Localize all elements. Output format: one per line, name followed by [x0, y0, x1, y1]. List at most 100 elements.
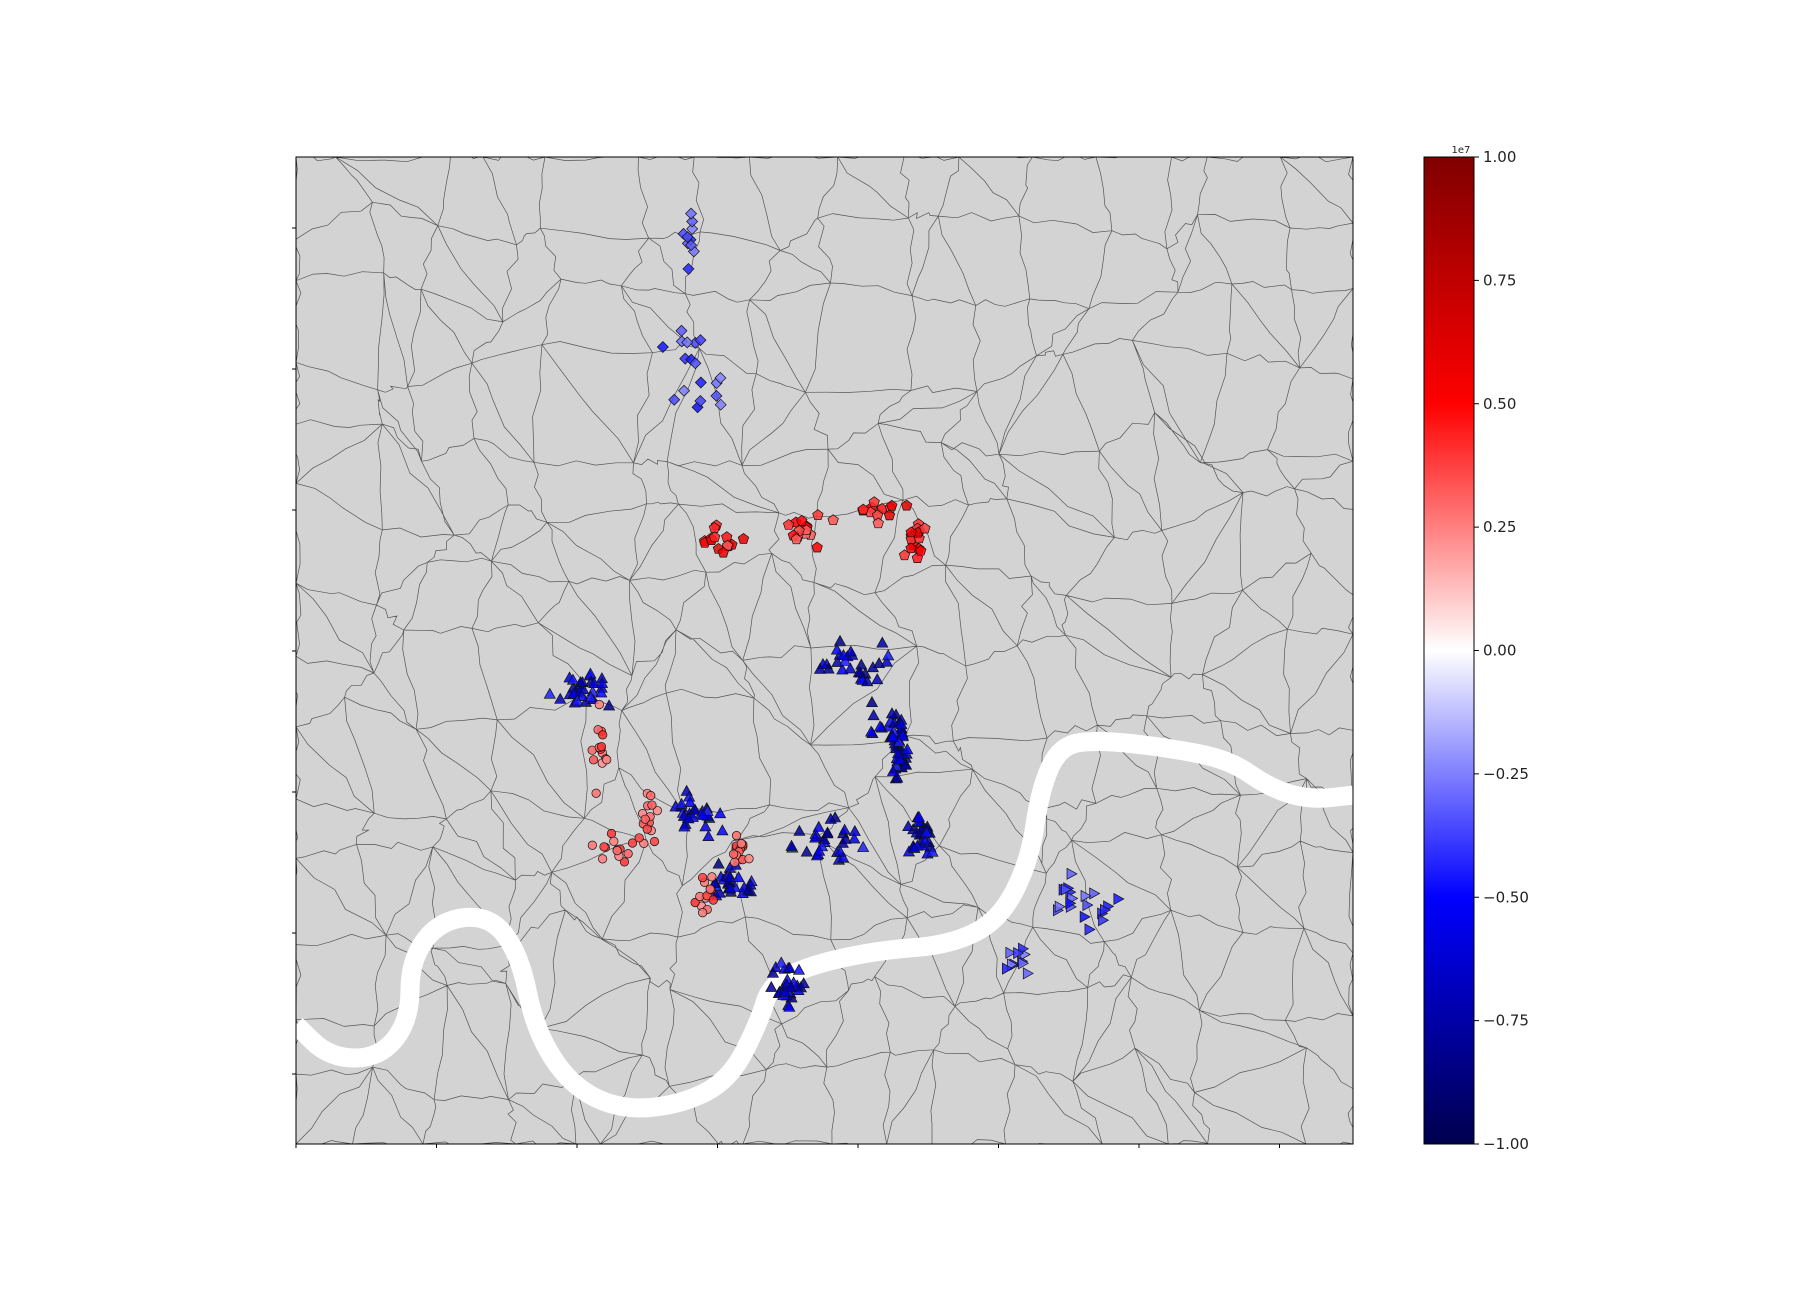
triangle-up-marker: [867, 709, 880, 721]
triangle-up-marker: [839, 654, 852, 666]
triangle-up-marker: [848, 824, 861, 836]
triangle-up-marker: [872, 657, 886, 669]
pentagon-marker: [872, 517, 884, 529]
triangle-up-marker: [839, 832, 852, 844]
series-pentagon: [699, 496, 931, 563]
pentagon-marker: [790, 533, 803, 545]
pentagon-marker: [886, 499, 898, 511]
triangle-up-marker: [785, 839, 798, 851]
triangle-up-marker: [821, 826, 834, 838]
diamond-marker: [685, 239, 698, 252]
x-ticks: [295, 1144, 1280, 1148]
diamond-marker: [714, 371, 727, 384]
triangle-up-marker: [918, 834, 931, 846]
triangle-up-marker: [566, 673, 580, 685]
colorbar: 1e7 1.00 0.75 0.50 0.25 0.00 −0.25 −0.50 −0.75 −…: [1423, 145, 1529, 1153]
triangle-up-marker: [830, 643, 844, 655]
triangle-right-marker: [1080, 889, 1092, 903]
circle-marker: [729, 849, 739, 859]
triangle-up-marker: [920, 826, 933, 838]
circle-marker: [708, 895, 718, 905]
triangle-up-marker: [571, 694, 584, 706]
pentagon-marker: [868, 496, 880, 508]
triangle-up-marker: [885, 707, 899, 719]
triangle-up-marker: [699, 820, 712, 832]
pentagon-marker: [782, 518, 795, 530]
pentagon-marker: [857, 503, 869, 515]
triangle-up-marker: [886, 730, 900, 742]
circle-marker: [647, 800, 657, 810]
circle-marker: [594, 699, 604, 710]
pentagon-marker: [737, 532, 750, 544]
colorbar-tick-label: 0.25: [1483, 518, 1516, 536]
pentagon-marker: [919, 522, 931, 534]
circle-marker: [598, 730, 608, 740]
diamond-marker: [714, 398, 727, 411]
circle-marker: [612, 846, 622, 856]
circle-marker: [587, 840, 597, 850]
circle-marker: [730, 857, 740, 867]
triangle-up-marker: [742, 884, 755, 896]
triangle-up-marker: [861, 675, 874, 687]
pentagon-marker: [905, 526, 917, 538]
circle-marker: [623, 849, 633, 859]
circle-marker: [707, 872, 717, 882]
diamond-marker: [685, 207, 698, 220]
colorbar-tick-label: 1.00: [1483, 148, 1516, 166]
circle-marker: [609, 836, 619, 846]
triangle-up-marker: [837, 648, 850, 660]
triangle-right-marker: [1005, 946, 1017, 959]
triangle-up-marker: [797, 977, 810, 989]
circle-marker: [589, 755, 599, 765]
triangle-up-marker: [723, 871, 736, 883]
triangle-up-marker: [792, 963, 806, 975]
circle-marker: [744, 854, 754, 864]
triangle-up-marker: [554, 692, 567, 704]
triangle-up-marker: [809, 831, 822, 843]
triangle-up-marker: [891, 771, 904, 783]
triangle-right-marker: [1066, 867, 1078, 880]
colorbar-tick-label: 0.50: [1483, 395, 1516, 413]
triangle-up-marker: [899, 758, 912, 770]
triangle-up-marker: [714, 807, 727, 819]
triangle-up-marker: [595, 676, 609, 688]
circle-marker: [591, 788, 601, 798]
triangle-up-marker: [716, 824, 729, 836]
circle-marker: [619, 857, 630, 867]
circle-marker: [599, 842, 609, 852]
circle-marker: [649, 836, 660, 847]
triangle-right-marker: [1089, 887, 1101, 900]
diamond-marker: [678, 384, 691, 397]
triangle-up-marker: [857, 840, 870, 852]
triangle-right-marker: [1022, 967, 1034, 980]
diamond-marker: [681, 231, 694, 244]
triangle-up-marker: [584, 690, 597, 702]
triangle-up-marker: [844, 662, 857, 674]
triangle-up-marker: [865, 725, 878, 737]
pentagon-marker: [883, 509, 896, 521]
pentagon-marker: [905, 542, 917, 554]
pentagon-marker: [796, 514, 808, 526]
triangle-up-marker: [908, 841, 921, 853]
circle-marker: [597, 854, 608, 864]
triangle-up-marker: [588, 677, 601, 688]
river-path: [296, 732, 1353, 1118]
colorbar-gradient: [1423, 156, 1475, 1145]
diamond-marker: [675, 324, 688, 337]
circle-marker: [642, 824, 652, 834]
triangle-up-marker: [836, 663, 849, 675]
triangle-right-marker: [1098, 914, 1110, 927]
triangle-up-marker: [886, 764, 900, 776]
colorbar-tick-label: 0.75: [1483, 271, 1516, 289]
pentagon-marker: [708, 531, 721, 543]
triangle-right-marker: [1082, 898, 1094, 912]
triangle-up-marker: [880, 655, 893, 667]
triangle-up-marker: [838, 823, 851, 835]
circle-marker: [606, 828, 617, 839]
circle-marker: [690, 897, 700, 908]
pentagon-marker: [811, 541, 823, 553]
triangle-up-marker: [712, 857, 725, 869]
triangle-right-marker: [1054, 900, 1066, 913]
map-axes: [292, 156, 1354, 1148]
triangle-right-marker: [1113, 892, 1125, 906]
